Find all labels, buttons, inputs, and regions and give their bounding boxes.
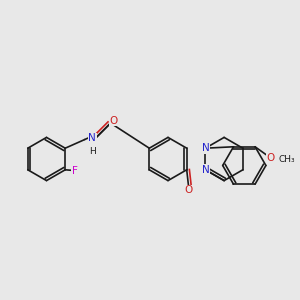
Text: N: N (202, 165, 209, 175)
Text: F: F (72, 166, 78, 176)
Text: H: H (89, 147, 96, 156)
Text: CH₃: CH₃ (278, 154, 295, 164)
Text: N: N (202, 143, 209, 153)
Text: N: N (202, 143, 209, 153)
Text: N: N (88, 134, 96, 143)
Text: O: O (109, 116, 117, 126)
Text: O: O (185, 185, 193, 195)
Text: O: O (266, 153, 274, 163)
